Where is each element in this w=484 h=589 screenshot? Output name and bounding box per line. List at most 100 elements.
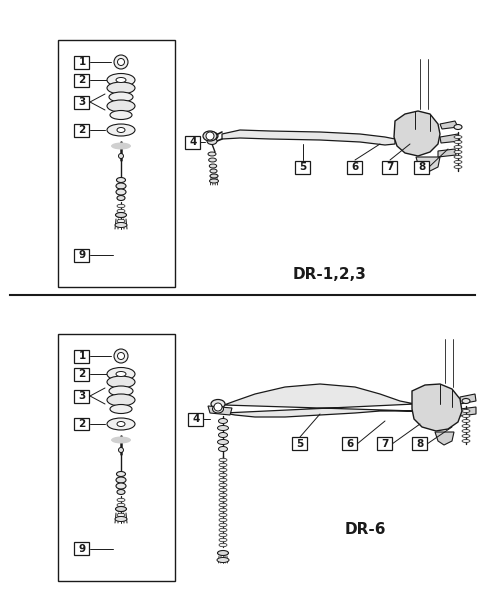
Ellipse shape: [111, 143, 131, 150]
FancyBboxPatch shape: [75, 418, 90, 431]
Ellipse shape: [209, 164, 216, 168]
Text: 5: 5: [299, 162, 306, 172]
Ellipse shape: [115, 223, 127, 227]
Polygon shape: [224, 384, 414, 417]
Ellipse shape: [453, 145, 461, 148]
FancyBboxPatch shape: [58, 40, 175, 287]
Ellipse shape: [109, 386, 133, 396]
Text: 4: 4: [189, 137, 197, 147]
Text: 3: 3: [78, 391, 86, 401]
Ellipse shape: [461, 429, 469, 432]
Ellipse shape: [118, 154, 123, 158]
Ellipse shape: [109, 92, 133, 102]
Text: DR-6: DR-6: [344, 521, 385, 537]
Polygon shape: [393, 111, 439, 156]
Circle shape: [206, 132, 213, 140]
Ellipse shape: [219, 483, 227, 487]
Ellipse shape: [210, 174, 217, 178]
Text: 6: 6: [346, 439, 353, 449]
Ellipse shape: [453, 124, 461, 130]
Ellipse shape: [116, 78, 126, 82]
Ellipse shape: [107, 74, 135, 87]
Ellipse shape: [203, 131, 216, 141]
FancyBboxPatch shape: [295, 160, 310, 174]
Text: 3: 3: [78, 97, 86, 107]
Ellipse shape: [208, 152, 215, 156]
Text: 2: 2: [78, 419, 86, 429]
Ellipse shape: [219, 473, 227, 477]
Ellipse shape: [117, 196, 125, 200]
Ellipse shape: [217, 425, 228, 431]
Ellipse shape: [209, 179, 218, 183]
Ellipse shape: [107, 82, 135, 94]
Ellipse shape: [111, 436, 131, 444]
Ellipse shape: [117, 422, 125, 426]
Text: DR-1,2,3: DR-1,2,3: [292, 266, 366, 282]
FancyBboxPatch shape: [414, 160, 429, 174]
Ellipse shape: [206, 132, 217, 140]
Ellipse shape: [117, 219, 125, 223]
Polygon shape: [222, 130, 394, 145]
Polygon shape: [434, 432, 453, 445]
Polygon shape: [459, 407, 475, 416]
Text: 7: 7: [386, 162, 393, 172]
Polygon shape: [439, 134, 459, 143]
Ellipse shape: [207, 137, 216, 144]
Ellipse shape: [118, 448, 123, 452]
Ellipse shape: [218, 419, 227, 423]
Circle shape: [117, 58, 124, 65]
Ellipse shape: [461, 425, 469, 428]
Ellipse shape: [461, 415, 469, 418]
FancyBboxPatch shape: [75, 368, 90, 380]
Ellipse shape: [219, 538, 227, 542]
FancyBboxPatch shape: [75, 349, 90, 362]
Text: 9: 9: [78, 544, 85, 554]
Ellipse shape: [117, 204, 125, 208]
Ellipse shape: [219, 528, 227, 532]
Circle shape: [114, 55, 128, 69]
FancyBboxPatch shape: [342, 438, 357, 451]
Ellipse shape: [461, 439, 469, 442]
Ellipse shape: [115, 507, 126, 511]
Ellipse shape: [218, 432, 227, 438]
Polygon shape: [437, 149, 455, 157]
Text: 7: 7: [380, 439, 388, 449]
Ellipse shape: [219, 513, 227, 517]
Text: 4: 4: [192, 414, 199, 424]
FancyBboxPatch shape: [185, 135, 200, 148]
Ellipse shape: [116, 477, 126, 483]
Text: 6: 6: [350, 162, 358, 172]
Text: 1: 1: [78, 351, 86, 361]
FancyBboxPatch shape: [377, 438, 392, 451]
Ellipse shape: [117, 209, 125, 213]
Ellipse shape: [117, 214, 125, 218]
Polygon shape: [208, 406, 231, 415]
Ellipse shape: [216, 558, 228, 562]
FancyBboxPatch shape: [188, 412, 203, 425]
Ellipse shape: [461, 435, 469, 438]
Ellipse shape: [219, 493, 227, 497]
Polygon shape: [439, 121, 457, 129]
Ellipse shape: [110, 111, 132, 120]
Text: 5: 5: [296, 439, 303, 449]
Ellipse shape: [453, 151, 461, 154]
Ellipse shape: [117, 498, 125, 502]
Ellipse shape: [461, 399, 469, 403]
Ellipse shape: [461, 409, 469, 412]
Ellipse shape: [219, 533, 227, 537]
Ellipse shape: [211, 399, 225, 409]
Ellipse shape: [117, 503, 125, 507]
Text: 2: 2: [78, 75, 86, 85]
Ellipse shape: [219, 464, 227, 466]
Ellipse shape: [219, 523, 227, 527]
Ellipse shape: [107, 100, 135, 112]
Ellipse shape: [453, 141, 461, 144]
Text: 8: 8: [416, 439, 423, 449]
Polygon shape: [411, 384, 461, 431]
Polygon shape: [415, 157, 439, 171]
Ellipse shape: [208, 158, 216, 162]
Ellipse shape: [117, 127, 125, 133]
FancyBboxPatch shape: [58, 334, 175, 581]
FancyBboxPatch shape: [347, 160, 362, 174]
FancyBboxPatch shape: [382, 160, 397, 174]
